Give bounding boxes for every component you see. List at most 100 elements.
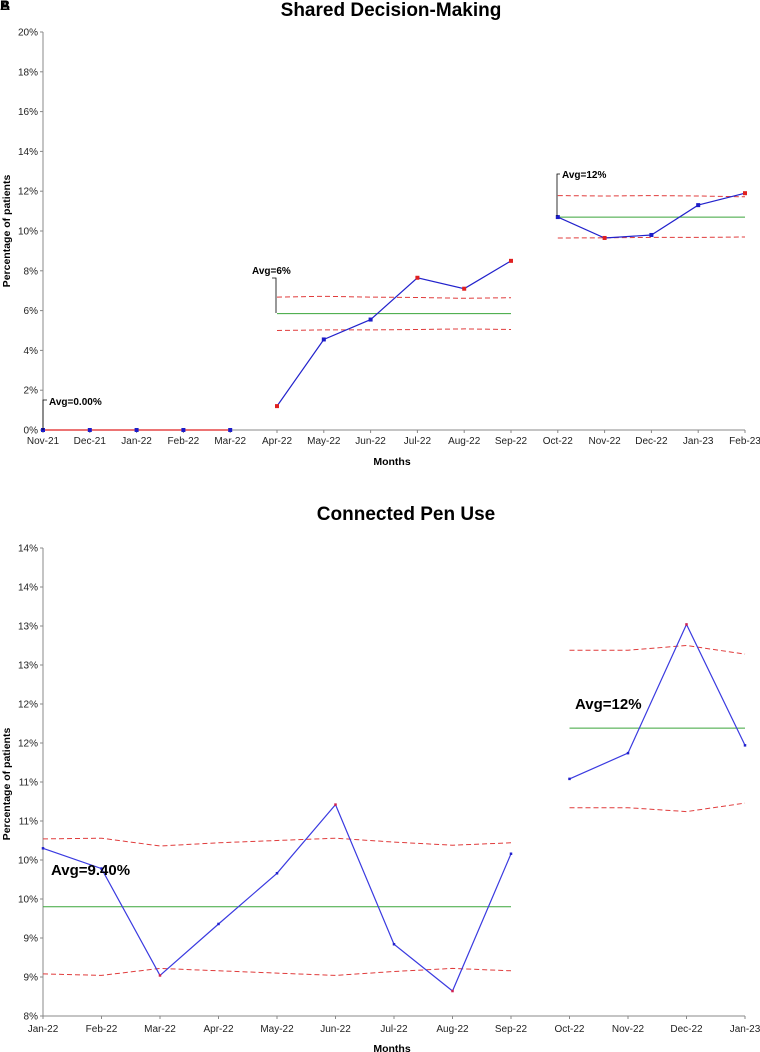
y-tick-label: 4% (24, 346, 39, 357)
y-tick-label: 14% (18, 583, 38, 594)
x-tick-label: Jul-22 (380, 1024, 408, 1035)
data-point (649, 232, 654, 237)
data-point (158, 974, 162, 977)
data-point (509, 852, 513, 856)
avg-label-leader (556, 173, 560, 216)
y-tick-label: 20% (18, 28, 38, 39)
y-tick-label: 14% (18, 147, 38, 158)
data-series-line (569, 622, 746, 780)
data-point (392, 942, 396, 946)
data-point (100, 867, 103, 870)
y-tick-label: 9% (24, 973, 39, 984)
x-tick-label: Apr-22 (203, 1024, 233, 1035)
avg-label-leader (42, 399, 47, 430)
y-tick-label: 12% (18, 739, 38, 750)
y-tick-label: 6% (24, 306, 39, 317)
y-tick-label: 10% (18, 895, 38, 906)
x-axis-label: Months (373, 1043, 410, 1052)
y-tick-label: 9% (24, 934, 39, 945)
chart-title: Connected Pen Use (317, 504, 495, 525)
y-axis-label: Percentage of patients (1, 175, 13, 288)
x-tick-label: Sep-22 (495, 436, 528, 447)
x-tick-label: Nov-21 (27, 436, 60, 447)
x-tick-label: Jun-22 (355, 436, 386, 447)
x-tick-label: Nov-22 (612, 1024, 645, 1035)
x-tick-label: Dec-21 (74, 436, 107, 447)
panel-letter: B (0, 0, 11, 13)
x-tick-label: Feb-23 (729, 436, 760, 447)
data-point (415, 275, 420, 280)
lower-control-limit (276, 328, 512, 331)
upper-control-limit (557, 195, 746, 198)
x-tick-label: Jul-22 (404, 436, 432, 447)
data-point (555, 215, 560, 220)
y-tick-label: 18% (18, 67, 38, 78)
data-point (228, 428, 233, 432)
y-tick-label: 16% (18, 107, 38, 118)
x-tick-label: Aug-22 (448, 436, 481, 447)
y-tick-label: 13% (18, 622, 38, 633)
y-tick-label: 10% (18, 856, 38, 867)
x-tick-label: Apr-22 (262, 436, 292, 447)
x-tick-label: Jan-23 (730, 1024, 760, 1035)
data-point (568, 777, 571, 781)
x-tick-label: Oct-22 (543, 436, 573, 447)
y-tick-label: 10% (18, 227, 38, 238)
avg-label: Avg=9.40% (51, 862, 130, 879)
data-point (217, 922, 220, 926)
avg-label: Avg=12% (575, 696, 642, 713)
y-tick-label: 11% (19, 817, 38, 828)
data-point (602, 235, 607, 240)
data-series-line (557, 192, 746, 239)
y-tick-label: 2% (24, 386, 39, 397)
x-tick-label: Dec-22 (670, 1024, 703, 1035)
data-point (451, 989, 454, 993)
x-tick-label: Jan-22 (121, 436, 152, 447)
x-axis-label: Months (373, 456, 410, 468)
upper-control-limit (569, 644, 746, 655)
y-tick-label: 0% (24, 426, 39, 437)
y-axis-label: Percentage of patients (1, 728, 13, 841)
y-tick-label: 12% (18, 700, 38, 711)
y-tick-label: 11% (19, 778, 38, 789)
data-point (275, 872, 279, 875)
data-point (334, 803, 337, 806)
y-tick-label: 8% (24, 1012, 39, 1023)
x-tick-label: Jan-23 (683, 436, 714, 447)
panel-letter: A (0, 0, 11, 13)
lower-control-limit (569, 802, 746, 813)
avg-label: Avg=12% (562, 170, 606, 181)
upper-control-limit (276, 295, 512, 299)
x-tick-label: Jan-22 (28, 1024, 59, 1035)
data-point (321, 337, 326, 342)
data-series-line (42, 803, 512, 992)
data-point (685, 623, 688, 626)
lower-control-limit (557, 236, 746, 239)
data-point (134, 428, 139, 432)
connected-pen-use-chart: Connected Pen Use Percentage of patients… (1, 504, 760, 1052)
data-point (87, 428, 92, 432)
data-point (743, 744, 747, 747)
x-tick-label: Mar-22 (144, 1024, 176, 1035)
x-tick-label: Feb-22 (168, 436, 200, 447)
shared-decision-making-chart: Shared Decision-Making Percentage of pat… (1, 0, 760, 468)
y-tick-label: 13% (18, 661, 38, 672)
x-tick-label: Feb-22 (86, 1024, 118, 1035)
x-tick-label: Dec-22 (635, 436, 668, 447)
data-point (509, 258, 513, 263)
x-tick-label: May-22 (307, 436, 341, 447)
x-tick-label: Nov-22 (588, 436, 621, 447)
data-series-line (276, 260, 512, 407)
lower-control-limit (42, 967, 512, 976)
upper-control-limit (42, 837, 512, 847)
x-tick-label: Oct-22 (554, 1024, 584, 1035)
data-point (743, 191, 747, 196)
y-tick-label: 14% (18, 544, 38, 555)
x-tick-label: Mar-22 (214, 436, 246, 447)
data-point (41, 847, 45, 850)
avg-label-leader (272, 277, 277, 313)
y-tick-label: 12% (18, 187, 38, 198)
chart-title: Shared Decision-Making (281, 0, 502, 21)
x-tick-label: Jun-22 (320, 1024, 351, 1035)
data-point (275, 404, 279, 409)
